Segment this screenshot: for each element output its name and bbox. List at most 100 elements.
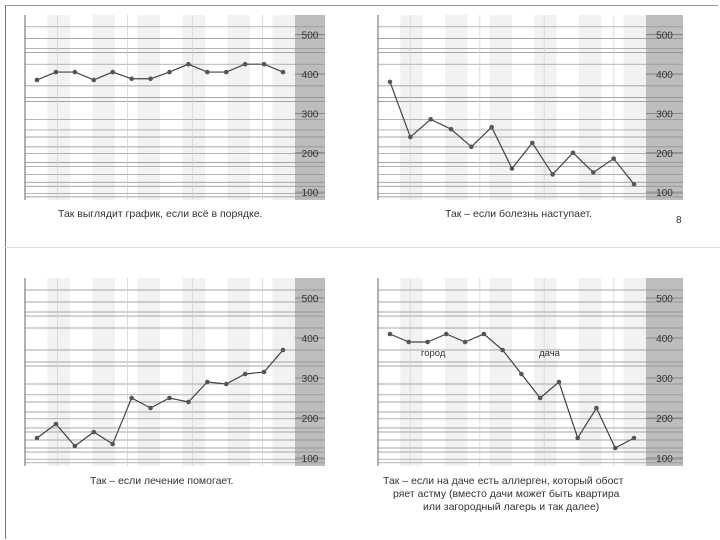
- data-point: [489, 124, 494, 130]
- y-tick-label: 500: [302, 294, 319, 305]
- data-point: [205, 69, 210, 75]
- caption-line: ряет астму (вместо дачи может быть кварт…: [393, 488, 620, 500]
- annotation-label: город: [421, 348, 446, 359]
- chart-treatment-svg: 500 400 300 200 100: [24, 278, 325, 466]
- data-point: [72, 443, 78, 449]
- chart-normal: 500 400 300 200 100: [24, 15, 325, 200]
- y-tick-label: 200: [302, 149, 319, 160]
- chart-treatment: 500 400 300 200 100: [24, 278, 325, 466]
- data-point: [148, 405, 153, 411]
- chart-normal-svg: 500 400 300 200 100: [24, 15, 325, 200]
- y-tick-label: 200: [656, 149, 673, 160]
- grid-band: [534, 278, 557, 466]
- grid-band: [579, 278, 602, 466]
- data-point: [261, 61, 267, 67]
- y-tick-label: 200: [302, 414, 319, 425]
- data-point: [223, 69, 229, 75]
- y-tick-label: 100: [656, 454, 673, 465]
- caption-line: Так – если лечение помогает.: [90, 475, 234, 487]
- data-point: [186, 399, 191, 405]
- data-point: [91, 429, 97, 435]
- grid-band: [272, 15, 295, 200]
- data-point: [387, 79, 393, 85]
- chart-disease: 500 400 300 200 100: [377, 15, 683, 200]
- data-point: [242, 61, 248, 67]
- data-point: [406, 339, 412, 345]
- grid-band: [137, 15, 160, 200]
- scale-column: [646, 15, 683, 200]
- data-point: [261, 369, 267, 375]
- chart-allergen: 500 400 300 200 100 город дача: [377, 278, 683, 466]
- grid-band: [137, 278, 160, 466]
- grid-band: [445, 278, 468, 466]
- data-point: [129, 76, 134, 82]
- data-point: [223, 381, 229, 387]
- data-point: [448, 126, 454, 132]
- grid-band: [227, 15, 250, 200]
- data-point: [186, 61, 191, 67]
- grid-band: [400, 278, 423, 466]
- y-tick-label: 100: [302, 454, 319, 465]
- slide-divider: [5, 247, 720, 248]
- scale-column: [295, 278, 325, 466]
- data-point: [167, 395, 172, 401]
- grid-band: [92, 15, 115, 200]
- grid-band: [272, 278, 295, 466]
- data-point: [519, 371, 524, 377]
- data-point: [537, 395, 543, 401]
- grid-band: [227, 278, 250, 466]
- data-point: [72, 69, 78, 75]
- caption-disease: Так – если болезнь наступает.: [445, 208, 592, 221]
- data-point: [612, 445, 618, 451]
- data-point: [631, 181, 637, 187]
- data-point: [91, 77, 97, 83]
- y-tick-label: 300: [656, 374, 673, 385]
- y-tick-label: 400: [302, 70, 319, 81]
- grid-band: [182, 278, 205, 466]
- y-tick-label: 300: [656, 109, 673, 120]
- data-point: [575, 435, 580, 441]
- chart-allergen-svg: 500 400 300 200 100 город дача: [377, 278, 683, 466]
- data-point: [530, 140, 535, 146]
- data-point: [550, 172, 555, 177]
- y-tick-label: 500: [656, 31, 673, 42]
- grid-band: [445, 15, 468, 200]
- data-point: [500, 347, 505, 353]
- data-point: [631, 435, 637, 441]
- data-point: [34, 77, 40, 83]
- grid-band: [623, 15, 646, 200]
- data-point: [280, 69, 286, 75]
- grid-band: [182, 15, 205, 200]
- scale-column: [646, 278, 683, 466]
- y-tick-label: 200: [656, 414, 673, 425]
- y-tick-label: 400: [302, 334, 319, 345]
- grid-band: [489, 15, 512, 200]
- data-point: [408, 134, 413, 140]
- y-tick-label: 100: [656, 188, 673, 199]
- caption-normal: Так выглядит график, если всё в порядке.: [58, 208, 262, 221]
- data-point: [509, 166, 515, 171]
- y-tick-label: 500: [302, 31, 319, 42]
- data-point: [481, 331, 487, 337]
- data-point: [444, 331, 449, 337]
- data-point: [53, 421, 59, 427]
- data-point: [594, 405, 599, 411]
- chart-disease-svg: 500 400 300 200 100: [377, 15, 683, 200]
- data-point: [167, 69, 172, 75]
- caption-line: или загородный лагерь и так далее): [423, 501, 600, 513]
- data-point: [205, 379, 210, 385]
- y-tick-label: 100: [302, 188, 319, 199]
- y-tick-label: 300: [302, 374, 319, 385]
- data-point: [425, 339, 430, 345]
- data-point: [462, 339, 468, 345]
- grid-band: [489, 278, 512, 466]
- data-point: [34, 435, 40, 441]
- data-point: [387, 331, 393, 337]
- data-point: [611, 156, 616, 161]
- data-point: [242, 371, 248, 377]
- grid-band: [47, 15, 70, 200]
- scale-column: [295, 15, 325, 200]
- data-point: [428, 117, 433, 122]
- series-line: [36, 63, 284, 81]
- caption-line: Так – если болезнь наступает.: [445, 208, 593, 220]
